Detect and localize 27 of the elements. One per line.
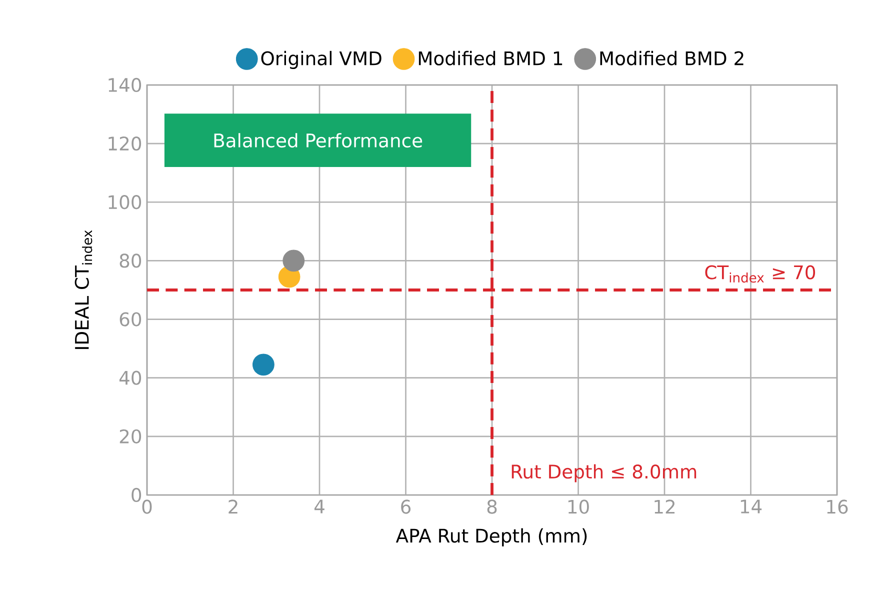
ref-line-label: CT$_{index}$ ≥ 70	[705, 265, 816, 283]
y-tick-label: 40	[119, 370, 142, 385]
x-tick-label: 0	[142, 500, 152, 514]
y-tick-label: 140	[108, 78, 142, 92]
legend-label: Modified BMD 1	[418, 50, 562, 66]
x-tick-label: 12	[654, 500, 675, 514]
point	[282, 250, 305, 272]
x-tick-label: 16	[827, 500, 848, 514]
x-tick-label: 4	[314, 500, 324, 514]
x-tick-label: 6	[401, 500, 411, 514]
point	[252, 354, 274, 376]
x-tick-label: 14	[740, 500, 762, 514]
x-tick-label: 2	[228, 500, 238, 514]
x-axis-title: APA Rut Depth (mm)	[396, 528, 587, 546]
annotation: Balanced Performance	[214, 133, 422, 148]
y-axis-title: IDEAL CT$_{index}$	[74, 230, 92, 349]
ref-line-label: Rut Depth ≤ 8.0mm	[512, 464, 696, 482]
y-tick-label: 80	[120, 254, 142, 268]
y-tick-label: 20	[120, 429, 142, 444]
y-tick-label: 60	[120, 312, 142, 326]
legend-label: Original VMD	[261, 50, 382, 69]
y-tick-label: 100	[108, 195, 142, 210]
x-tick-label: 8	[487, 500, 497, 514]
y-tick-label: 120	[108, 136, 142, 151]
y-tick-label: 0	[132, 488, 142, 502]
x-tick-label: 10	[568, 500, 589, 514]
legend-label: Modified BMD 2	[600, 50, 744, 66]
